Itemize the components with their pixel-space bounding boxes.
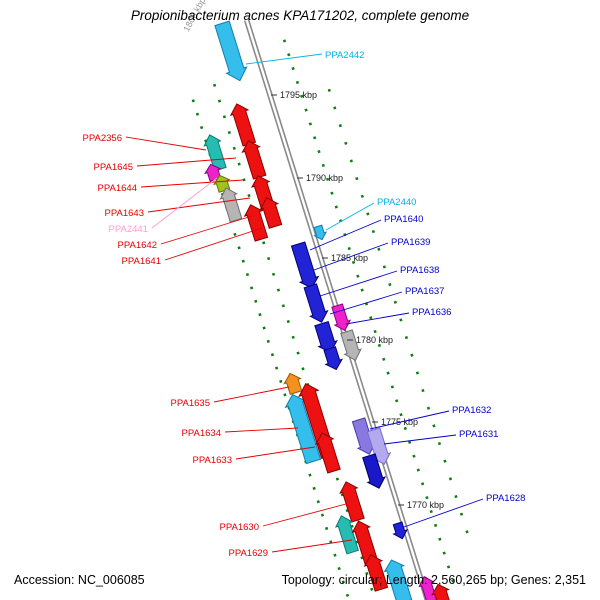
gene-arrow-ppa1631[interactable] <box>365 427 393 467</box>
gene-arrow-ppa2440[interactable] <box>312 224 328 242</box>
leader-line <box>345 312 410 325</box>
leader-line <box>224 427 299 433</box>
gene-label-ppa1628[interactable]: PPA1628 <box>486 493 525 504</box>
gene-label-ppa1635[interactable]: PPA1635 <box>171 398 210 409</box>
leader-line <box>369 410 450 430</box>
gene-arrow[interactable] <box>258 195 284 229</box>
gene-arrow-ppa1634[interactable] <box>283 391 324 465</box>
leader-line <box>213 386 290 403</box>
gene-arrow[interactable] <box>382 557 414 600</box>
gene-label-ppa1644[interactable]: PPA1644 <box>98 183 137 194</box>
gene-label-ppa1636[interactable]: PPA1636 <box>412 307 451 318</box>
gene-arrow-ppa1640[interactable] <box>289 241 321 291</box>
gene-arrow[interactable] <box>350 518 380 566</box>
gene-label-ppa2440[interactable]: PPA2440 <box>377 197 416 208</box>
gene-label-ppa2441[interactable]: PPA2441 <box>109 224 148 235</box>
gene-arrow[interactable] <box>240 138 268 180</box>
leader-line <box>140 179 244 188</box>
leader-line <box>403 498 484 528</box>
leader-line <box>319 270 398 297</box>
leader-line <box>383 434 457 445</box>
leader-line <box>271 539 353 553</box>
gene-arrow[interactable] <box>338 329 363 363</box>
status-accession: Accession: NC_006085 <box>14 573 145 587</box>
gene-label-ppa1629[interactable]: PPA1629 <box>229 548 268 559</box>
leader-line <box>235 446 316 460</box>
gene-label-ppa1645[interactable]: PPA1645 <box>94 162 133 173</box>
gene-arrow-ppa2442[interactable] <box>212 20 250 84</box>
leader-line <box>164 227 263 261</box>
gene-arrow-ppa2356[interactable] <box>202 132 229 172</box>
leader-line <box>245 53 323 65</box>
gene-label-ppa1634[interactable]: PPA1634 <box>182 428 221 439</box>
gene-arrow-ppa1636[interactable] <box>329 303 352 333</box>
gene-arrow[interactable] <box>302 283 330 325</box>
leader-line <box>262 503 347 527</box>
leader-line <box>147 197 251 213</box>
scale-label: 1770 kbp <box>407 500 444 510</box>
gene-label-ppa2442[interactable]: PPA2442 <box>325 50 364 61</box>
gene-tick-track-left-outer <box>191 99 351 600</box>
gene-label-ppa1630[interactable]: PPA1630 <box>220 522 259 533</box>
gene-label-ppa2356[interactable]: PPA2356 <box>83 133 122 144</box>
gene-arrow[interactable] <box>218 185 244 223</box>
leader-line <box>309 219 382 251</box>
gene-tick-track-right-outer <box>324 78 470 538</box>
gene-label-ppa1641[interactable]: PPA1641 <box>122 256 161 267</box>
gene-label-ppa1639[interactable]: PPA1639 <box>391 237 430 248</box>
gene-arrow[interactable] <box>312 320 339 355</box>
scale-label: 1790 kbp <box>306 173 343 183</box>
leader-line <box>125 136 207 151</box>
leader-line <box>325 202 375 231</box>
gene-arrow[interactable] <box>362 552 390 592</box>
gene-arrow-ppa1635[interactable] <box>282 371 304 395</box>
gene-label-ppa1643[interactable]: PPA1643 <box>105 208 144 219</box>
scale-label: 1795 kbp <box>280 90 317 100</box>
leader-line <box>160 215 253 245</box>
gene-label-ppa1642[interactable]: PPA1642 <box>118 240 157 251</box>
leader-line <box>313 242 389 271</box>
gene-label-ppa1632[interactable]: PPA1632 <box>452 405 491 416</box>
gene-label-ppa1631[interactable]: PPA1631 <box>459 429 498 440</box>
gene-arrow-ppa1629[interactable] <box>333 513 361 555</box>
gene-arrow[interactable] <box>313 430 342 474</box>
gene-arrow[interactable] <box>228 101 258 147</box>
leader-line <box>329 291 403 315</box>
gene-label-ppa1640[interactable]: PPA1640 <box>384 214 423 225</box>
gene-arrow[interactable] <box>322 346 345 372</box>
gene-label-ppa1638[interactable]: PPA1638 <box>400 265 439 276</box>
leader-line <box>136 157 237 167</box>
page-title: Propionibacterium acnes KPA171202, compl… <box>131 8 469 23</box>
gene-label-ppa1637[interactable]: PPA1637 <box>405 286 444 297</box>
status-summary: Topology: circular; Length: 2,560,265 bp… <box>282 573 586 587</box>
scale-label: 1780 kbp <box>356 335 393 345</box>
leader-line <box>151 177 218 229</box>
gene-arrow-ppa1630[interactable] <box>337 479 366 523</box>
gene-label-ppa1633[interactable]: PPA1633 <box>193 455 232 466</box>
gene-arrow[interactable] <box>360 453 387 491</box>
gene-arrow[interactable] <box>242 202 270 242</box>
gene-arrow-ppa1628[interactable] <box>391 521 409 540</box>
scale-label: 1785 kbp <box>331 253 368 263</box>
